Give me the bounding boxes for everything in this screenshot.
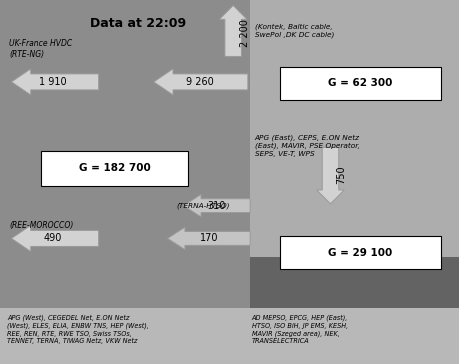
Text: UK-France HVDC
(RTE-NG): UK-France HVDC (RTE-NG) <box>9 39 73 59</box>
FancyBboxPatch shape <box>280 67 441 100</box>
Text: 490: 490 <box>44 233 62 244</box>
Text: G = 29 100: G = 29 100 <box>328 248 392 258</box>
FancyArrow shape <box>11 69 99 95</box>
Text: G = 182 700: G = 182 700 <box>79 163 151 173</box>
Text: 1 910: 1 910 <box>39 77 67 87</box>
FancyArrow shape <box>154 69 248 95</box>
Bar <box>0 0 250 308</box>
Bar <box>0 308 459 364</box>
Text: 2 200: 2 200 <box>240 19 250 47</box>
FancyArrow shape <box>168 227 250 250</box>
Text: Data at 22:09: Data at 22:09 <box>90 17 186 30</box>
FancyArrow shape <box>219 5 247 56</box>
Text: (REE-MOROCCO): (REE-MOROCCO) <box>9 221 73 230</box>
Text: 750: 750 <box>336 165 346 184</box>
Text: 9 260: 9 260 <box>186 77 213 87</box>
Bar <box>250 257 459 308</box>
Text: AD MEPSO, EPCG, HEP (East),
HTSO, ISO BiH, JP EMS, KESH,
MAVIR (Szeged area), NE: AD MEPSO, EPCG, HEP (East), HTSO, ISO Bi… <box>252 314 348 344</box>
FancyArrow shape <box>317 147 344 204</box>
Text: 310: 310 <box>207 201 226 211</box>
FancyArrow shape <box>11 225 99 252</box>
FancyArrow shape <box>184 194 250 217</box>
Text: (Kontek, Baltic cable,
SwePol ,DK DC cable): (Kontek, Baltic cable, SwePol ,DK DC cab… <box>255 24 334 38</box>
FancyBboxPatch shape <box>280 236 441 269</box>
Bar <box>250 0 459 257</box>
Text: (TERNA-HTSO): (TERNA-HTSO) <box>177 202 230 209</box>
Text: APG (West), CEGEDEL Net, E.ON Netz
(West), ELES, ELIA, ENBW TNS, HEP (West),
REE: APG (West), CEGEDEL Net, E.ON Netz (West… <box>7 314 149 344</box>
Text: APG (East), CEPS, E.ON Netz
(East), MAVIR, PSE Operator,
SEPS, VE-T, WPS: APG (East), CEPS, E.ON Netz (East), MAVI… <box>255 134 360 157</box>
Text: 170: 170 <box>200 233 218 244</box>
Text: G = 62 300: G = 62 300 <box>328 78 392 88</box>
FancyBboxPatch shape <box>41 151 188 186</box>
